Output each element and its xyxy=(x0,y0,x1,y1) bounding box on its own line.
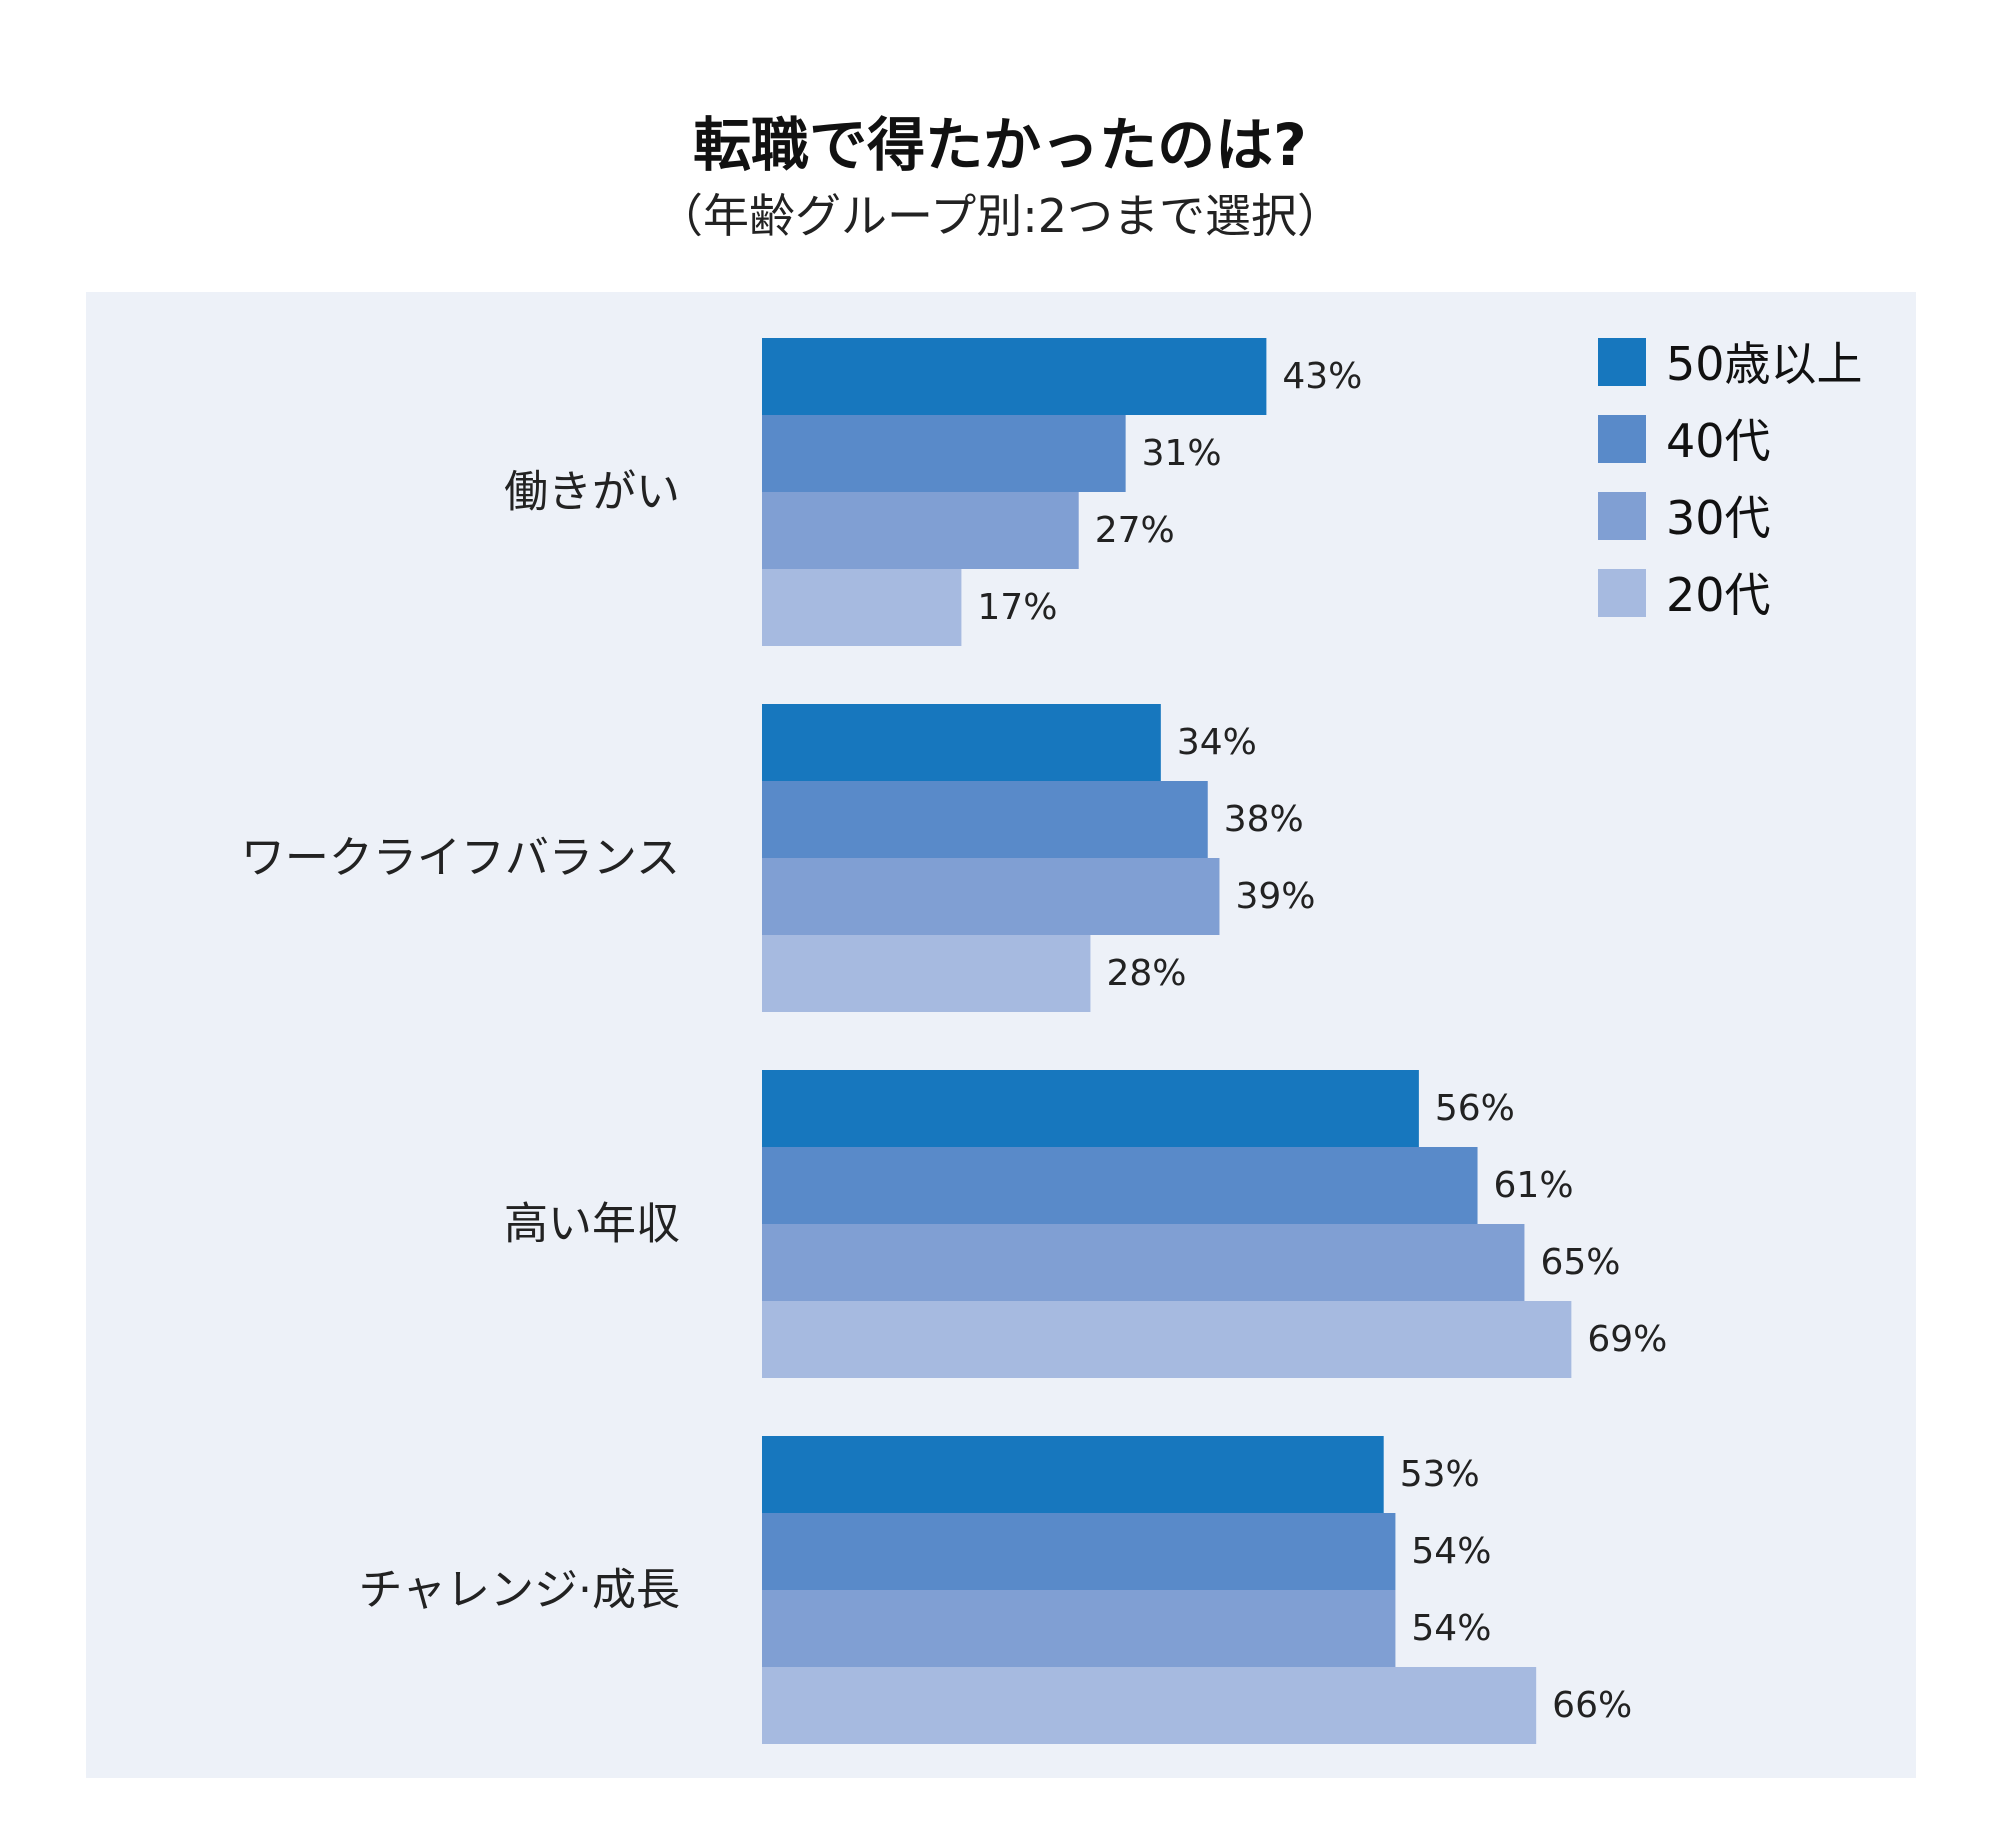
bar xyxy=(762,415,1126,492)
chart-subtitle: （年齢グループ別:2つまで選択） xyxy=(656,189,1343,243)
category-label: チャレンジ·成長 xyxy=(358,1565,680,1616)
chart-title: 転職で得たかったのは? xyxy=(693,111,1307,179)
bar xyxy=(762,781,1208,858)
legend-swatch xyxy=(1598,569,1646,617)
legend-swatch xyxy=(1598,415,1646,463)
bar xyxy=(762,1590,1396,1667)
bar xyxy=(762,1436,1384,1513)
bar xyxy=(762,1147,1478,1224)
legend-label: 50歳以上 xyxy=(1666,337,1863,391)
category-label: ワークライフバランス xyxy=(241,833,680,884)
data-label: 61% xyxy=(1494,1165,1574,1206)
data-label: 38% xyxy=(1224,799,1304,840)
bar xyxy=(762,935,1091,1012)
bar xyxy=(762,1224,1525,1301)
bars-layer xyxy=(762,338,1572,1744)
data-label: 69% xyxy=(1587,1319,1667,1360)
category-label: 高い年収 xyxy=(504,1199,680,1250)
data-label: 17% xyxy=(977,587,1057,628)
data-label: 28% xyxy=(1106,953,1186,994)
data-label: 54% xyxy=(1411,1608,1491,1649)
bar xyxy=(762,569,962,646)
bar xyxy=(762,1667,1537,1744)
legend-label: 30代 xyxy=(1666,491,1771,545)
bar xyxy=(762,704,1161,781)
bar xyxy=(762,1301,1572,1378)
data-label: 43% xyxy=(1282,356,1362,397)
legend-label: 20代 xyxy=(1666,568,1771,622)
bar xyxy=(762,1070,1419,1147)
data-label: 34% xyxy=(1177,722,1257,763)
data-label: 54% xyxy=(1411,1531,1491,1572)
data-label: 39% xyxy=(1235,876,1315,917)
legend-label: 40代 xyxy=(1666,414,1771,468)
data-label: 31% xyxy=(1142,433,1222,474)
data-label: 56% xyxy=(1435,1088,1515,1129)
category-label: 働きがい xyxy=(504,467,680,518)
legend-swatch xyxy=(1598,338,1646,386)
bar xyxy=(762,492,1079,569)
data-label: 27% xyxy=(1095,510,1175,551)
legend: 50歳以上 40代 30代 20代 xyxy=(1598,337,1863,622)
bar xyxy=(762,1513,1396,1590)
bar xyxy=(762,338,1267,415)
legend-swatch xyxy=(1598,492,1646,540)
bar xyxy=(762,858,1220,935)
data-label: 66% xyxy=(1552,1685,1632,1726)
data-label: 53% xyxy=(1400,1454,1480,1495)
labels-layer: 働きがい 43% 31% 27% 17% ワークライフバランス 34% 38% 39% 28% 高い… xyxy=(241,356,1668,1726)
data-label: 65% xyxy=(1540,1242,1620,1283)
